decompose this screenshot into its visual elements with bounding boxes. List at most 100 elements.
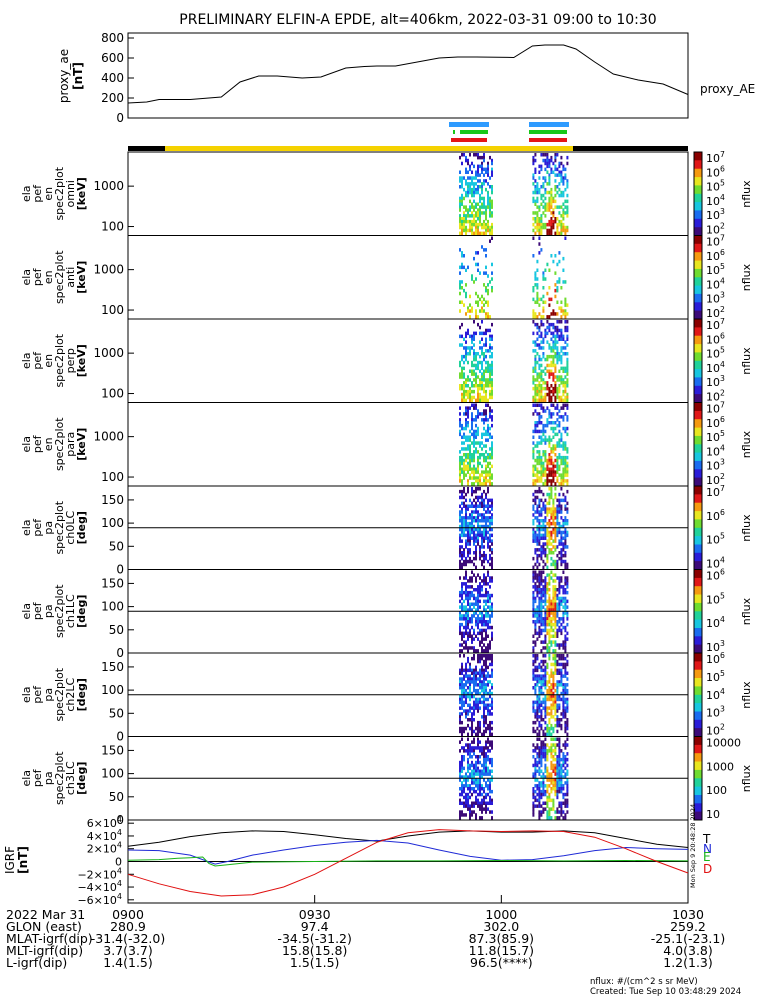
spectro-cell xyxy=(538,536,541,540)
spectro-cell xyxy=(556,167,559,172)
spectro-cell xyxy=(538,810,541,814)
spectro-cell xyxy=(562,217,565,221)
spectro-cell xyxy=(491,482,493,486)
spectro-cell xyxy=(536,778,539,782)
spectro-cell xyxy=(487,590,489,595)
spectro-cell xyxy=(479,807,481,811)
spectro-cell xyxy=(552,680,555,684)
spectro-cell xyxy=(473,354,475,359)
spectro-cell xyxy=(483,559,485,564)
spectro-cell xyxy=(566,208,569,212)
spectro-cell xyxy=(544,706,547,710)
spectro-cell xyxy=(459,559,461,564)
spectro-cell xyxy=(560,539,563,543)
spectro-cell xyxy=(491,637,493,641)
spectro-cell xyxy=(546,798,549,803)
spectro-cell xyxy=(485,479,487,483)
colorbar-swatch xyxy=(694,210,702,220)
spectro-cell xyxy=(560,349,563,353)
spectro-cell xyxy=(560,680,563,684)
spectro-cell xyxy=(542,662,545,667)
spectro-cell xyxy=(538,674,541,678)
spectro-cell xyxy=(542,746,545,750)
spectro-cell xyxy=(469,559,471,564)
colorbar-swatch xyxy=(694,452,702,462)
spectro-cell xyxy=(487,182,489,186)
spectro-cell xyxy=(556,455,559,460)
spectro-cell xyxy=(536,608,539,612)
spectro-cell xyxy=(471,804,473,808)
spectro-cell xyxy=(542,426,545,431)
spectro-cell xyxy=(461,614,463,618)
spectro-cell xyxy=(461,784,463,788)
spectro-cell xyxy=(463,562,465,567)
spectro-cell xyxy=(532,654,535,658)
spectro-y-tick-label: 0 xyxy=(116,646,124,660)
spectro-cell xyxy=(477,482,479,486)
spectro-cell xyxy=(550,421,553,425)
spectro-cell xyxy=(550,634,553,638)
spectro-cell xyxy=(475,470,477,474)
spectro-cell xyxy=(536,444,539,448)
spectro-cell xyxy=(536,421,539,425)
spectro-cell xyxy=(481,170,483,174)
spectro-cell xyxy=(481,432,483,437)
spectro-cell xyxy=(491,697,493,702)
spectro-cell xyxy=(477,479,479,483)
spectro-cell xyxy=(540,659,543,664)
spectro-cell xyxy=(469,795,471,800)
spectro-cell xyxy=(534,479,537,483)
spectro-cell xyxy=(566,510,569,514)
spectro-cell xyxy=(461,375,463,379)
spectro-cell xyxy=(459,461,461,466)
spectro-cell xyxy=(463,599,465,604)
spectro-cell xyxy=(467,170,469,174)
spectro-cell xyxy=(546,565,549,570)
spectro-cell xyxy=(467,637,469,641)
spectro-cell xyxy=(546,608,549,612)
spectro-cell xyxy=(469,542,471,546)
spectro-cell xyxy=(562,479,565,483)
spectro-cell xyxy=(479,164,481,169)
spectro-cell xyxy=(540,576,543,580)
colorbar-tick-label: 105 xyxy=(706,669,725,684)
spectro-cell xyxy=(485,482,487,486)
spectro-cell xyxy=(540,513,543,517)
spectro-cell xyxy=(546,665,549,670)
spectro-cell xyxy=(469,743,471,747)
spectro-cell xyxy=(463,516,465,520)
spectro-cell xyxy=(479,527,481,532)
spectro-cell xyxy=(479,479,481,483)
spectro-cell xyxy=(463,303,465,307)
spectro-cell xyxy=(558,507,561,511)
spectro-cell xyxy=(475,608,477,612)
spectro-cell xyxy=(534,473,537,477)
spectro-cell xyxy=(566,403,569,407)
spectro-cell xyxy=(540,389,543,394)
spectro-cell xyxy=(467,723,469,728)
spectro-cell xyxy=(491,199,493,204)
spectro-cell xyxy=(461,593,463,598)
spectro-cell xyxy=(461,556,463,561)
spectro-cell xyxy=(542,668,545,673)
spectro-cell xyxy=(465,513,467,517)
spectro-ylabel-line: ela xyxy=(20,436,33,453)
spectro-cell xyxy=(534,384,537,388)
spectro-cell xyxy=(477,536,479,540)
spectro-cell xyxy=(560,749,563,753)
spectro-cell xyxy=(483,649,485,653)
spectro-cell xyxy=(479,381,481,385)
spectro-cell xyxy=(477,726,479,731)
spectro-cell xyxy=(469,596,471,601)
spectro-cell xyxy=(477,590,479,595)
spectro-cell xyxy=(485,649,487,653)
spectro-cell xyxy=(471,182,473,186)
spectro-cell xyxy=(560,718,563,722)
spectro-cell xyxy=(544,602,547,606)
colorbar-swatch xyxy=(694,243,702,253)
igrf-line-e xyxy=(127,856,689,867)
spectro-cell xyxy=(540,582,543,586)
ae-y-tick-label: 800 xyxy=(101,31,124,45)
spectro-cell xyxy=(540,225,543,230)
spectro-cell xyxy=(564,386,567,391)
